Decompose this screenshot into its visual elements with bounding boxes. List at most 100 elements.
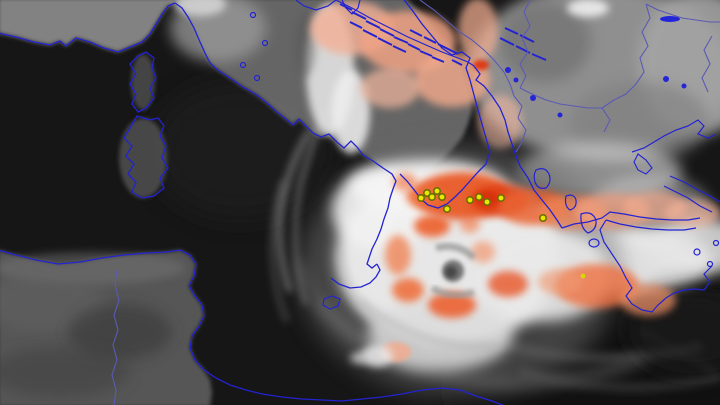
storm-white-body [336, 170, 560, 346]
observation-marker [465, 196, 474, 205]
border-bosnia-serbia [519, 0, 531, 89]
observation-marker [482, 198, 491, 207]
coast-lefkada [564, 194, 577, 211]
coast-montenegro-albania [473, 65, 521, 167]
aegean-islet-3 [712, 239, 720, 247]
coast-italy-adriatic [399, 0, 491, 209]
coast-attica-evia [663, 175, 720, 213]
land-africa [0, 250, 212, 405]
coast-gulf-corinth-south [605, 219, 697, 231]
africa-texture-dark2 [0, 347, 130, 397]
island-chain-3 [409, 29, 463, 66]
south-band-2 [296, 260, 423, 372]
northeast-white-blob [567, 0, 609, 17]
outer-cloud-bands [269, 106, 720, 392]
coast-sardinia [123, 115, 169, 199]
heel-orange-west2 [393, 173, 417, 191]
coast-africa [0, 249, 505, 405]
corsica-land [131, 54, 155, 110]
coast-gulf-corinth-north [561, 211, 701, 229]
adriatic-salmon-4 [360, 68, 420, 108]
lake-balkan-2 [513, 77, 519, 83]
island-chain-1 [339, 3, 409, 44]
coast-croatia [335, 0, 475, 67]
balkan-gray-main [468, 0, 720, 160]
border-albania-east [513, 95, 527, 153]
balkan-white-ridge [518, 142, 682, 202]
outflow-streak-2 [518, 367, 720, 392]
border-bulgaria-turkey [701, 35, 713, 93]
apennine-white-strip [306, 4, 354, 136]
southeast-dark-sea [628, 286, 720, 374]
liguria-gray-cloud [170, 0, 266, 62]
island-chain-2 [349, 21, 433, 57]
observation-marker [437, 193, 446, 202]
balkan-dark-patch2 [570, 82, 710, 162]
italy-cloud-field [170, 0, 370, 154]
storm-top-bright [349, 160, 501, 212]
coast-corsica [129, 51, 157, 113]
aegean-islet-2 [706, 260, 714, 268]
eyewall-orange-6 [460, 217, 480, 233]
coast-italy-west [174, 2, 397, 269]
aegean-islet-1 [693, 248, 701, 256]
coast-malta [322, 295, 341, 310]
lake-balkan-3 [557, 112, 563, 118]
heel-orange-4 [537, 195, 607, 229]
lake-thrace-1 [663, 76, 669, 82]
lake-ring-1 [249, 11, 257, 19]
observation-marker [432, 187, 441, 196]
africa-texture-light [0, 252, 185, 284]
borders [111, 0, 720, 405]
south-white-band-2 [548, 226, 712, 294]
coast-zakynthos [588, 238, 600, 248]
coast-pagasetic-gulf [633, 153, 653, 175]
west-band-1 [276, 128, 314, 294]
storm-lobe-east [479, 229, 611, 321]
coast-epirus [519, 165, 563, 229]
eye-dark-crescent-south [430, 284, 476, 299]
observation-marker [427, 193, 436, 202]
storm-texture-arc1 [357, 296, 501, 351]
adriatic-salmon-1 [310, 1, 394, 55]
coast-venice-istria [295, 0, 361, 15]
coast-peloponnese [599, 219, 713, 313]
adriatic-salmon-3 [414, 53, 490, 107]
greece-gray [588, 174, 712, 250]
heel-orange-west [406, 184, 442, 208]
heel-red-core [475, 191, 499, 207]
south-white-band-3 [652, 218, 720, 274]
heel-orange-7 [665, 199, 720, 227]
observation-marker [538, 214, 547, 223]
south-orange-3 [538, 269, 582, 295]
apennine-white-strip2 [332, 70, 370, 154]
border-serbia-kosovo [519, 87, 602, 109]
balkan-dark-patch [499, 2, 591, 82]
eyewall-orange-4 [428, 292, 476, 318]
south-orange-4 [488, 271, 528, 297]
west-band-2 [292, 106, 333, 306]
observation-marker [416, 194, 425, 203]
coast-north-aegean [631, 119, 717, 153]
sardinia-land [119, 118, 167, 198]
cyclone-core [300, 144, 620, 396]
border-danube [645, 3, 720, 23]
storm-report-markers [416, 187, 586, 279]
eye-dark-crescent-north [435, 242, 477, 261]
island-chain-4 [499, 27, 547, 61]
land-masses [0, 0, 472, 405]
isolated-cell-white [361, 345, 393, 367]
balkan-gray-east [638, 0, 720, 134]
storm-eye-outer [442, 260, 464, 282]
south-orange-1 [555, 264, 639, 308]
storm-outer-halo [300, 144, 620, 396]
heel-orange-3 [498, 189, 568, 225]
isolated-cell-white2 [350, 352, 368, 364]
eyewall-orange-3 [392, 278, 424, 302]
heel-orange-5 [574, 193, 650, 229]
lake-ring-4 [253, 74, 261, 82]
